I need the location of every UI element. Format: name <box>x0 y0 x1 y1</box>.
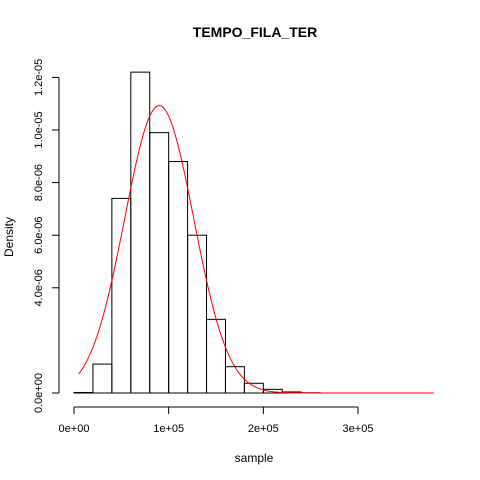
chart-title: TEMPO_FILA_TER <box>193 24 317 40</box>
y-tick-label: 8.0e-06 <box>33 164 45 201</box>
y-tick-label: 6.0e-06 <box>33 217 45 254</box>
x-tick-label: 1e+05 <box>153 423 184 435</box>
x-axis-label: sample <box>235 451 274 465</box>
histogram-bars <box>73 71 321 394</box>
histogram-bar <box>149 132 170 394</box>
histogram-bar <box>73 391 94 394</box>
histogram-bar <box>262 388 283 394</box>
histogram-bar <box>130 71 151 394</box>
y-tick-label: 4.0e-06 <box>33 269 45 306</box>
histogram-bar <box>224 366 245 394</box>
x-tick-label: 0e+00 <box>59 423 90 435</box>
y-tick-label: 1.0e-05 <box>33 111 45 148</box>
y-tick-label: 0.0e+00 <box>33 373 45 413</box>
histogram-bar <box>187 234 208 394</box>
histogram-bar <box>206 318 226 394</box>
y-axis: 0.0e+00 4.0e-06 6.0e-06 8.0e-06 1.0e-05 1.2e-… <box>33 59 60 413</box>
x-axis: 0e+00 1e+05 2e+05 3e+05 <box>59 406 374 435</box>
density-curve <box>78 105 434 394</box>
x-tick-label: 2e+05 <box>248 423 279 435</box>
x-tick-label: 3e+05 <box>343 423 374 435</box>
histogram-bar <box>92 363 113 394</box>
histogram-bar <box>243 382 264 394</box>
histogram-bar <box>168 161 189 394</box>
histogram-bar <box>111 197 132 394</box>
y-axis-label: Density <box>2 217 16 257</box>
y-tick-label: 1.2e-05 <box>33 59 45 96</box>
